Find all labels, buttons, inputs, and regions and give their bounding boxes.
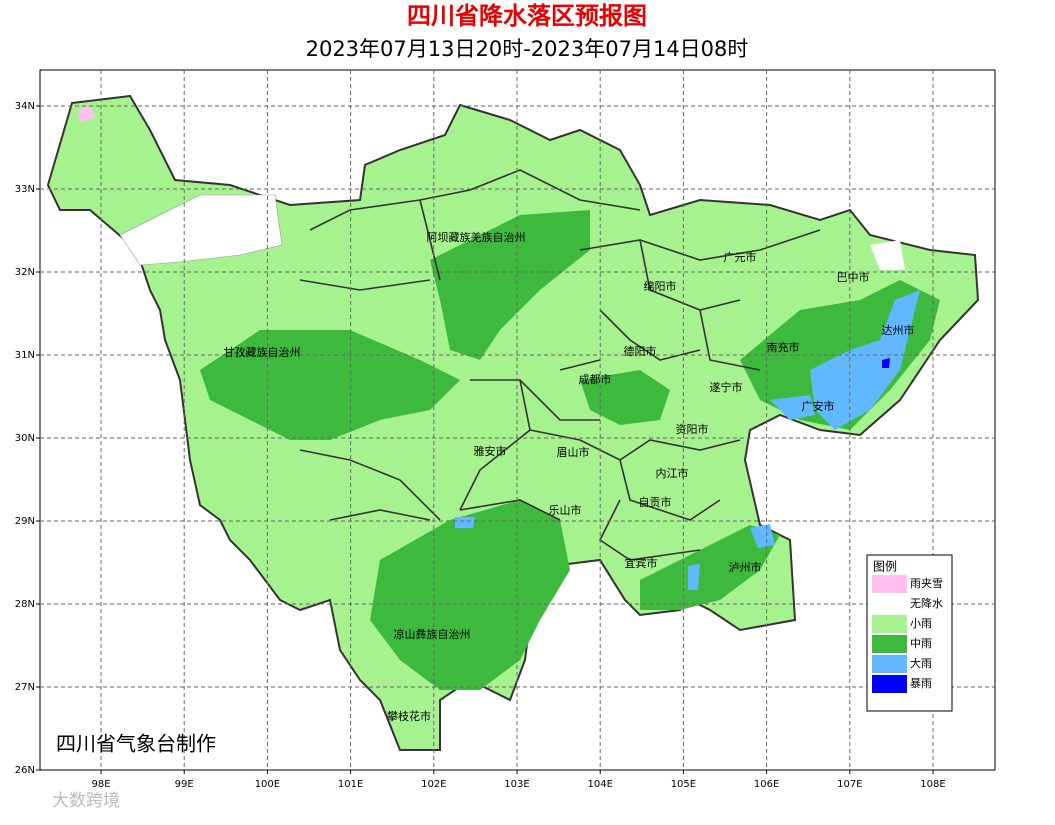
lon-tick-label: 108E bbox=[920, 779, 945, 790]
watermark: 大数跨境 bbox=[52, 791, 120, 811]
lon-tick-label: 102E bbox=[421, 779, 446, 790]
place-label: 凉山彝族自治州 bbox=[394, 627, 471, 641]
place-label: 攀枝花市 bbox=[387, 709, 431, 723]
place-label: 自贡市 bbox=[639, 495, 672, 509]
lon-tick-label: 105E bbox=[671, 779, 696, 790]
subtitle: 2023年07月13日20时-2023年07月14日08时 bbox=[306, 37, 749, 61]
legend-label: 小雨 bbox=[910, 617, 932, 630]
place-label: 广安市 bbox=[802, 399, 835, 413]
legend-label: 中雨 bbox=[910, 637, 932, 650]
legend-title: 图例 bbox=[873, 560, 897, 574]
lat-tick-label: 27N bbox=[15, 682, 35, 693]
place-label: 遂宁市 bbox=[710, 380, 743, 394]
place-label: 德阳市 bbox=[624, 344, 657, 358]
legend-swatch bbox=[872, 575, 907, 593]
place-label: 眉山市 bbox=[557, 445, 590, 459]
place-label: 雅安市 bbox=[474, 444, 507, 458]
place-label: 泸州市 bbox=[729, 560, 762, 574]
place-label: 乐山市 bbox=[549, 503, 582, 517]
legend-label: 雨夹雪 bbox=[910, 577, 943, 590]
legend-label: 无降水 bbox=[910, 596, 943, 610]
lon-tick-label: 104E bbox=[587, 779, 612, 790]
lon-tick-label: 100E bbox=[255, 779, 280, 790]
lat-tick-label: 28N bbox=[15, 599, 35, 610]
lon-tick-label: 103E bbox=[504, 779, 529, 790]
title: 四川省降水落区预报图 bbox=[407, 2, 647, 30]
place-label: 广元市 bbox=[724, 250, 757, 264]
lat-tick-label: 34N bbox=[15, 101, 35, 112]
legend-label: 大雨 bbox=[910, 656, 932, 670]
legend-swatch bbox=[872, 635, 907, 653]
legend-swatch bbox=[872, 675, 907, 693]
place-label: 南充市 bbox=[767, 340, 800, 354]
legend-label: 暴雨 bbox=[910, 677, 932, 690]
lon-tick-label: 107E bbox=[837, 779, 862, 790]
place-label: 内江市 bbox=[656, 466, 689, 480]
place-label: 资阳市 bbox=[676, 422, 709, 436]
lon-tick-label: 99E bbox=[175, 779, 194, 790]
place-label: 阿坝藏族羌族自治州 bbox=[427, 230, 526, 244]
lon-tick-label: 101E bbox=[338, 779, 363, 790]
credit: 四川省气象台制作 bbox=[56, 732, 216, 756]
place-label: 达州市 bbox=[882, 323, 915, 337]
lat-tick-label: 30N bbox=[15, 433, 35, 444]
place-label: 绵阳市 bbox=[644, 279, 677, 293]
legend-swatch bbox=[872, 595, 907, 613]
place-label: 甘孜藏族自治州 bbox=[224, 345, 301, 359]
lat-tick-label: 33N bbox=[15, 184, 35, 195]
lat-tick-label: 31N bbox=[15, 350, 35, 361]
place-label: 巴中市 bbox=[837, 270, 870, 284]
place-label: 宜宾市 bbox=[625, 556, 658, 570]
lat-tick-label: 32N bbox=[15, 267, 35, 278]
lon-tick-label: 98E bbox=[91, 779, 110, 790]
legend-swatch bbox=[872, 615, 907, 633]
place-label: 成都市 bbox=[579, 372, 612, 386]
lon-tick-label: 106E bbox=[754, 779, 779, 790]
lat-tick-label: 26N bbox=[15, 765, 35, 776]
legend-swatch bbox=[872, 655, 907, 673]
lat-tick-label: 29N bbox=[15, 516, 35, 527]
